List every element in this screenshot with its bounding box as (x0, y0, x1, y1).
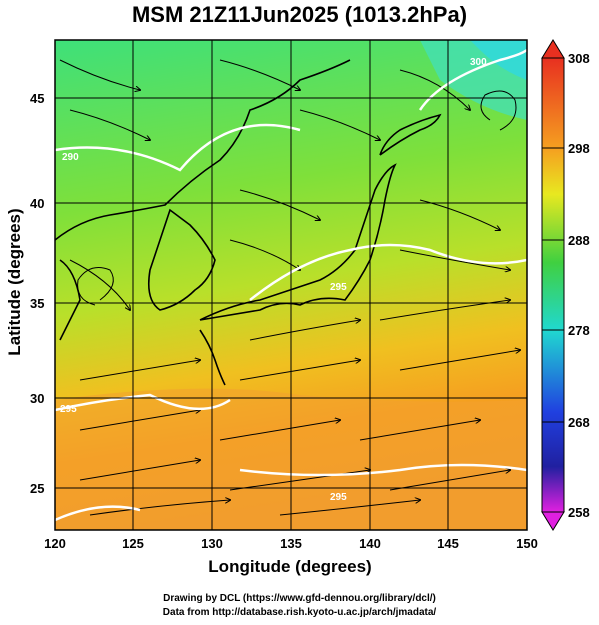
x-tick-label: 130 (201, 536, 223, 551)
contour-label: 300 (470, 57, 487, 68)
x-tick-label: 150 (516, 536, 538, 551)
contour-label: 295 (60, 404, 77, 415)
colorbar-tick-label: 308 (568, 51, 590, 66)
contour-label: 290 (62, 152, 79, 163)
contour-label: 295 (330, 492, 347, 503)
x-tick-label: 135 (280, 536, 302, 551)
x-tick-label: 125 (122, 536, 144, 551)
streamlines (59, 59, 520, 516)
graticule (55, 40, 527, 530)
colorbar-tick-label: 258 (568, 505, 590, 520)
colorbar-tick-label: 298 (568, 141, 590, 156)
y-tick-labels: 25 30 35 40 45 (30, 91, 44, 496)
colorbar: 308 298 288 278 268 258 (541, 39, 590, 531)
x-tick-label: 140 (359, 536, 381, 551)
y-tick-label: 30 (30, 391, 44, 406)
y-tick-label: 35 (30, 296, 44, 311)
coastlines (55, 59, 442, 386)
map-title: MSM 21Z11Jun2025 (1013.2hPa) (131, 2, 468, 27)
y-tick-label: 45 (30, 91, 44, 106)
x-tick-label: 145 (437, 536, 459, 551)
y-tick-label: 40 (30, 196, 44, 211)
contour-label: 295 (330, 282, 347, 293)
colorbar-tick-label: 278 (568, 323, 590, 338)
isotherms (55, 48, 527, 522)
credit-drawing: Drawing by DCL (https://www.gfd-dennou.o… (163, 593, 436, 604)
map-frame (54, 39, 528, 531)
colorbar-tick-label: 288 (568, 233, 590, 248)
x-tick-labels: 120 125 130 135 140 145 150 (44, 536, 538, 551)
credit-data: Data from http://database.rish.kyoto-u.a… (162, 607, 437, 618)
y-tick-label: 25 (30, 481, 44, 496)
x-axis-label: Longitude (degrees) (208, 557, 372, 576)
colorbar-tick-label: 268 (568, 415, 590, 430)
x-tick-label: 120 (44, 536, 66, 551)
